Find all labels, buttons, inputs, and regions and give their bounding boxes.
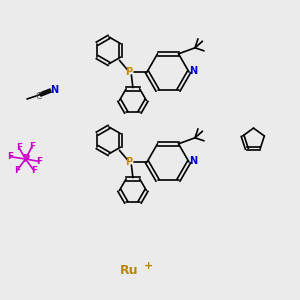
Text: N: N bbox=[189, 155, 197, 166]
Text: Ru: Ru bbox=[120, 263, 138, 277]
Text: F: F bbox=[14, 166, 20, 175]
Text: F: F bbox=[31, 166, 37, 175]
Text: N: N bbox=[189, 65, 197, 76]
Text: F: F bbox=[16, 143, 22, 152]
Text: C: C bbox=[36, 92, 42, 101]
Text: F: F bbox=[29, 142, 35, 151]
Text: F: F bbox=[36, 157, 42, 166]
Text: P: P bbox=[125, 157, 133, 167]
Text: +: + bbox=[144, 261, 153, 271]
Text: F: F bbox=[7, 152, 13, 161]
Text: P: P bbox=[125, 67, 133, 77]
Text: P: P bbox=[22, 154, 29, 164]
Text: N: N bbox=[50, 85, 58, 95]
